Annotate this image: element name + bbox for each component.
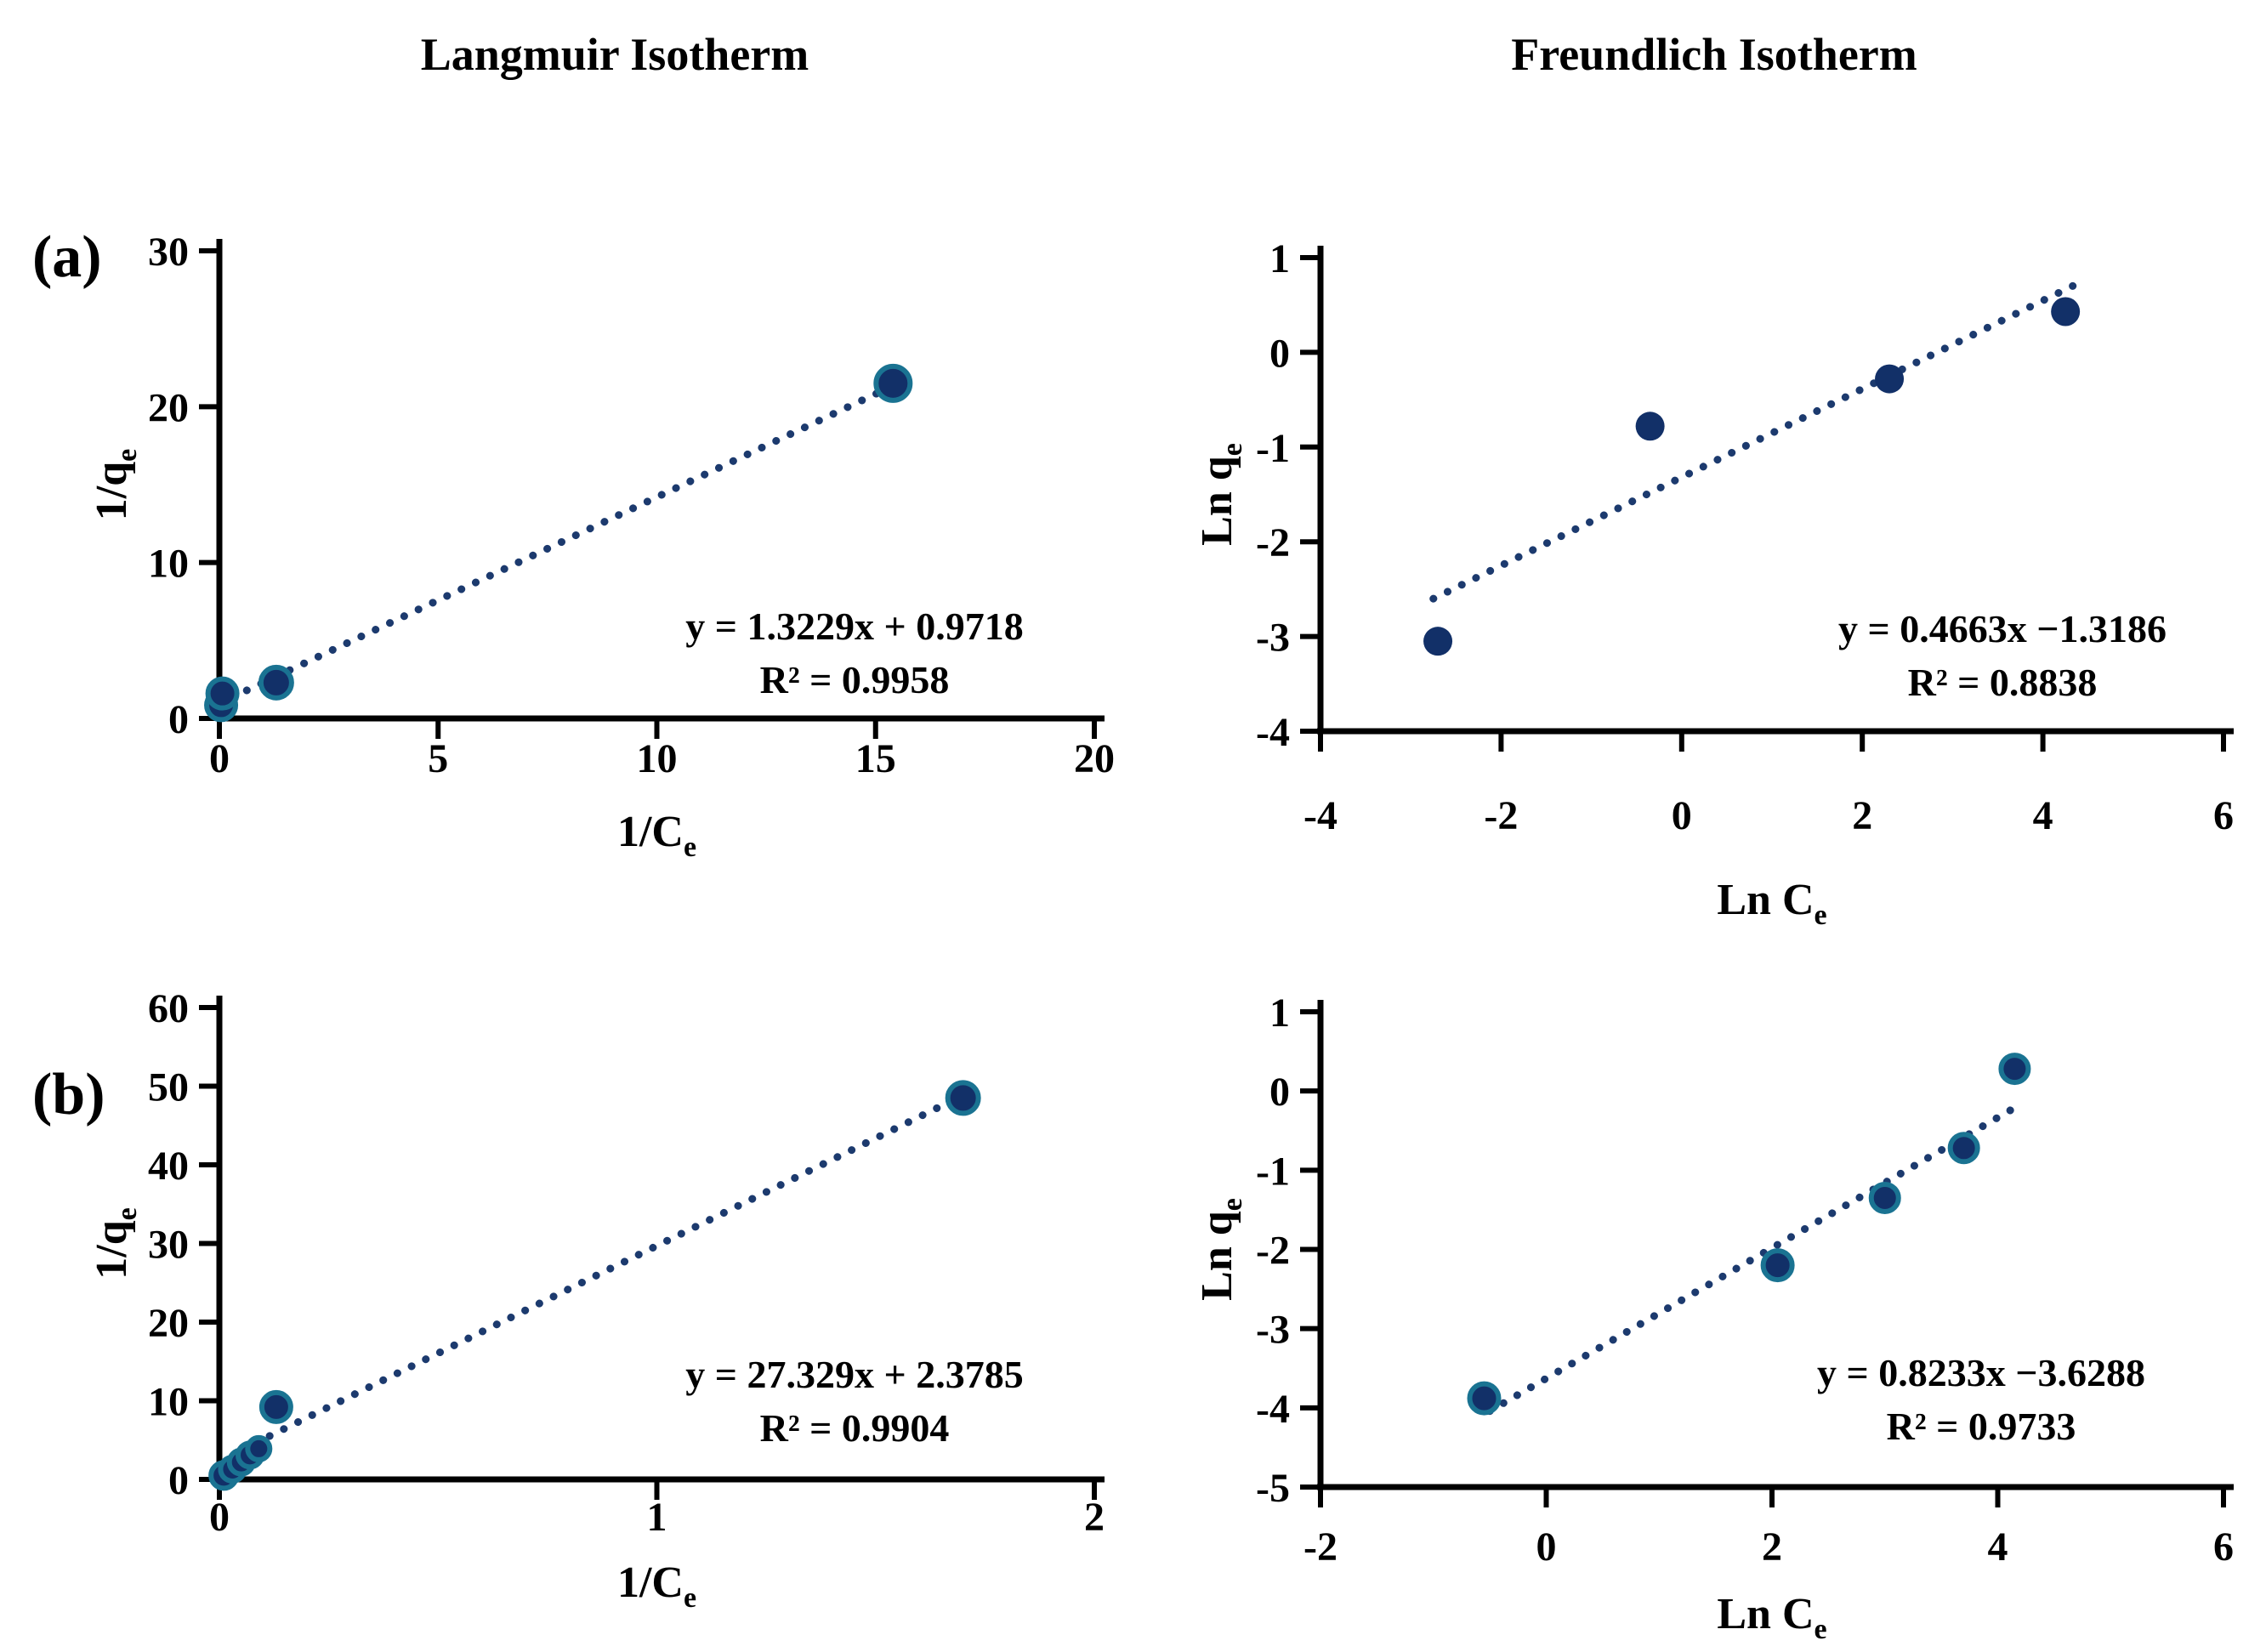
equation-text: y = 27.329x + 2.3785 bbox=[685, 1353, 1023, 1396]
y-tick-label: -3 bbox=[1256, 1308, 1290, 1353]
x-tick-label: 4 bbox=[2033, 793, 2053, 838]
equation-text: y = 0.8233x −3.6288 bbox=[1817, 1351, 2145, 1394]
y-tick-label: -4 bbox=[1256, 710, 1290, 755]
y-tick-label: -5 bbox=[1256, 1466, 1290, 1511]
scatter-point bbox=[1467, 1381, 1502, 1416]
x-axis-title: Ln Ce bbox=[1717, 876, 1826, 931]
scatter-point bbox=[1875, 364, 1905, 394]
y-axis-title: Ln qe bbox=[1193, 1198, 1248, 1301]
y-tick-label: 10 bbox=[148, 542, 189, 587]
x-tick-label: 2 bbox=[1084, 1495, 1105, 1540]
y-tick-label: 50 bbox=[148, 1065, 189, 1110]
scatter-point bbox=[1868, 1181, 1901, 1214]
scatter-point bbox=[205, 676, 240, 711]
column-title-freundlich: Freundlich Isotherm bbox=[1511, 29, 1917, 80]
scatter-point bbox=[245, 1434, 273, 1462]
x-tick-label: 0 bbox=[209, 1495, 230, 1540]
scatter-point bbox=[1423, 627, 1453, 656]
y-tick-label: -1 bbox=[1256, 426, 1290, 471]
x-axis-title: Ln Ce bbox=[1717, 1590, 1826, 1645]
x-axis-title: 1/Ce bbox=[617, 808, 696, 863]
r-squared-text: R² = 0.8838 bbox=[1908, 661, 2098, 704]
x-tick-label: -2 bbox=[1303, 1524, 1337, 1570]
x-tick-label: -4 bbox=[1303, 793, 1337, 838]
y-tick-label: 0 bbox=[168, 697, 189, 742]
x-tick-label: 2 bbox=[1762, 1524, 1782, 1570]
x-tick-label: 5 bbox=[428, 736, 448, 781]
column-title-langmuir: Langmuir Isotherm bbox=[421, 29, 809, 80]
y-tick-label: 0 bbox=[1269, 331, 1290, 376]
y-axis-title: Ln qe bbox=[1193, 443, 1248, 546]
panel-label-a: (a) bbox=[32, 224, 102, 290]
y-tick-label: 1 bbox=[1269, 991, 1290, 1036]
scatter-point bbox=[258, 1389, 293, 1424]
x-axis-title: 1/Ce bbox=[617, 1558, 696, 1614]
y-tick-label: -2 bbox=[1256, 520, 1290, 565]
chart-a-freundlich: -4 -2 0 2 4 6 -4 -3 -2 -1 0 1 Ln Ce Ln qe y = 0.4663x … bbox=[1193, 236, 2234, 931]
scatter-point bbox=[1947, 1132, 1980, 1165]
trendline bbox=[228, 379, 901, 701]
y-tick-label: 60 bbox=[148, 986, 189, 1031]
trendline bbox=[1429, 275, 2090, 603]
y-tick-label: -1 bbox=[1256, 1149, 1290, 1194]
scatter-point bbox=[2051, 297, 2081, 326]
r-squared-text: R² = 0.9904 bbox=[760, 1406, 950, 1450]
y-tick-label: 20 bbox=[148, 1301, 189, 1346]
y-tick-label: 0 bbox=[168, 1458, 189, 1503]
x-tick-label: 10 bbox=[637, 736, 678, 781]
x-tick-label: 2 bbox=[1852, 793, 1872, 838]
x-tick-label: 0 bbox=[209, 736, 230, 781]
scatter-point bbox=[258, 664, 294, 701]
scatter-point bbox=[1998, 1053, 2031, 1086]
r-squared-text: R² = 0.9733 bbox=[1887, 1405, 2076, 1448]
r-squared-text: R² = 0.9958 bbox=[760, 658, 950, 701]
trendline bbox=[237, 1091, 968, 1454]
x-tick-label: 15 bbox=[855, 736, 896, 781]
x-tick-label: -2 bbox=[1484, 793, 1518, 838]
x-tick-label: 20 bbox=[1074, 736, 1115, 781]
y-tick-label: 0 bbox=[1269, 1070, 1290, 1115]
y-tick-label: -2 bbox=[1256, 1229, 1290, 1274]
y-axis-title: 1/qe bbox=[88, 449, 143, 520]
chart-b-freundlich: -2 0 2 4 6 -5 -4 -3 -2 -1 0 1 Ln Ce Ln qe y = 0.8233x … bbox=[1193, 991, 2234, 1645]
equation-text: y = 0.4663x −1.3186 bbox=[1838, 607, 2167, 650]
equation-text: y = 1.3229x + 0.9718 bbox=[685, 605, 1023, 648]
panel-label-b: (b) bbox=[32, 1062, 105, 1127]
x-tick-label: 1 bbox=[647, 1495, 667, 1540]
scatter-point bbox=[945, 1080, 981, 1116]
scatter-point bbox=[1760, 1248, 1795, 1283]
y-tick-label: 30 bbox=[148, 1223, 189, 1268]
y-axis-title: 1/qe bbox=[88, 1207, 143, 1279]
y-tick-label: 20 bbox=[148, 385, 189, 430]
y-tick-label: 10 bbox=[148, 1380, 189, 1425]
x-tick-label: 0 bbox=[1536, 1524, 1557, 1570]
x-tick-label: 4 bbox=[1988, 1524, 2008, 1570]
x-tick-label: 6 bbox=[2213, 793, 2234, 838]
y-tick-label: -3 bbox=[1256, 616, 1290, 661]
chart-a-langmuir: 0 5 10 15 20 0 10 20 30 1/Ce 1/qe y = 1.3229x + 0.9… bbox=[88, 230, 1115, 863]
scatter-point bbox=[873, 363, 913, 403]
y-tick-label: 1 bbox=[1269, 236, 1290, 281]
x-tick-label: 6 bbox=[2213, 1524, 2234, 1570]
y-tick-label: 30 bbox=[148, 230, 189, 275]
y-tick-label: -4 bbox=[1256, 1387, 1290, 1432]
scatter-point bbox=[1635, 412, 1665, 441]
y-tick-label: 40 bbox=[148, 1144, 189, 1189]
x-tick-label: 0 bbox=[1672, 793, 1692, 838]
